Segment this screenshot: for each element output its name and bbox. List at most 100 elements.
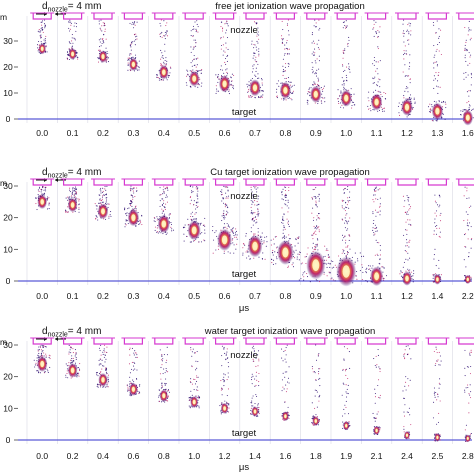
plasma-dot [372, 77, 374, 79]
plasma-dot [103, 365, 105, 367]
plasma-dot [409, 269, 411, 271]
plasma-dot [172, 229, 175, 231]
nozzle-outline [275, 13, 295, 20]
plasma-dot [469, 62, 471, 64]
plasma-dot [69, 28, 71, 30]
plasma-dot [232, 227, 234, 229]
plasma-dot [347, 200, 349, 202]
plasma-dot [353, 104, 355, 106]
plasma-dot [376, 33, 378, 35]
plasma-dot [104, 185, 106, 188]
plasma-dot [323, 87, 325, 89]
plasma-dot [138, 391, 140, 393]
plasma-dot [343, 222, 346, 224]
plasma-dot [314, 389, 316, 391]
plasma-dot [288, 34, 290, 36]
plasma-dot [195, 218, 197, 220]
plasma-dot [68, 58, 71, 61]
plasma-dot [288, 186, 290, 189]
plasma-dot [404, 211, 406, 213]
plasma-dot [75, 191, 77, 193]
plasma-dot [40, 36, 42, 38]
y-tick-label: 0 [6, 114, 11, 124]
plasma-dot [344, 49, 346, 52]
plasma-dot [105, 358, 107, 360]
nozzle-outline [427, 338, 447, 345]
plasma-dot [67, 377, 69, 379]
plasma-dot [101, 198, 103, 200]
plasma-dot [345, 406, 347, 408]
nozzle-outline [427, 13, 447, 20]
plasma-dot [409, 94, 412, 96]
plasma-dot [379, 244, 381, 247]
time-tick-label: 1.0 [188, 451, 200, 461]
plasma-dot [291, 85, 294, 87]
plasma-dot [262, 94, 264, 96]
plasma-dot [133, 187, 135, 189]
plasma-dot [196, 23, 198, 26]
plasma-dot [316, 83, 318, 86]
plasma-dot [129, 202, 131, 205]
plasma-dot [192, 29, 194, 31]
plasma-dot [342, 249, 344, 251]
plasma-dot [318, 60, 321, 62]
plasma-dot [467, 64, 469, 66]
plasma-dot [251, 40, 253, 42]
plasma-dot [95, 372, 97, 374]
plasma-dot [276, 88, 278, 90]
plasma-dot [311, 42, 313, 44]
plasma-dot [75, 192, 78, 194]
plasma-dot [99, 358, 101, 360]
plasma-dot [48, 202, 50, 204]
plasma-dot [282, 222, 284, 224]
plasma-dot [305, 262, 307, 265]
plasma-dot [469, 354, 471, 356]
plasma-dot [41, 21, 43, 23]
plasma-dot [373, 82, 375, 84]
plasma-dot [197, 198, 199, 200]
plasma-dot [133, 187, 135, 190]
plasma-dot [200, 222, 202, 224]
plasma-dot [377, 189, 379, 191]
plasma-frame [185, 20, 203, 88]
plasma-dot [156, 231, 158, 233]
plasma-frame [182, 185, 206, 243]
plasma-dot [403, 50, 405, 52]
plasma-dot [164, 38, 166, 40]
plasma-dot [166, 354, 168, 356]
time-tick-label: 1.1 [371, 291, 383, 301]
plasma-dot [160, 232, 162, 234]
plasma-dot [198, 407, 200, 409]
plasma-core [40, 360, 45, 368]
plasma-dot [369, 265, 371, 267]
plasma-dot [101, 359, 103, 361]
plasma-dot [403, 397, 405, 399]
panel-title: Cu target ionization wave propagation [210, 167, 370, 178]
plasma-core [313, 90, 318, 98]
plasma-dot [257, 215, 259, 217]
plasma-dot [362, 271, 364, 273]
plasma-dot [187, 70, 189, 72]
plasma-dot [101, 38, 104, 40]
plasma-dot [316, 69, 318, 71]
plasma-dot [433, 67, 435, 69]
plasma-dot [154, 229, 156, 232]
plasma-dot [45, 356, 47, 358]
plasma-dot [252, 200, 254, 202]
plasma-dot [133, 22, 135, 24]
plasma-dot [166, 60, 168, 62]
plasma-dot [101, 368, 103, 370]
plasma-dot [372, 222, 374, 224]
plasma-dot [361, 255, 363, 258]
plasma-dot [36, 357, 38, 359]
plasma-dot [345, 201, 347, 203]
plasma-dot [194, 352, 196, 354]
plasma-dot [326, 275, 328, 277]
plasma-dot [132, 21, 134, 23]
plasma-dot [136, 369, 138, 371]
plasma-dot [404, 45, 406, 47]
nozzle-outline [306, 179, 326, 186]
plasma-dot [408, 43, 410, 45]
plasma-frame [94, 185, 112, 221]
plasma-dot [266, 241, 268, 243]
